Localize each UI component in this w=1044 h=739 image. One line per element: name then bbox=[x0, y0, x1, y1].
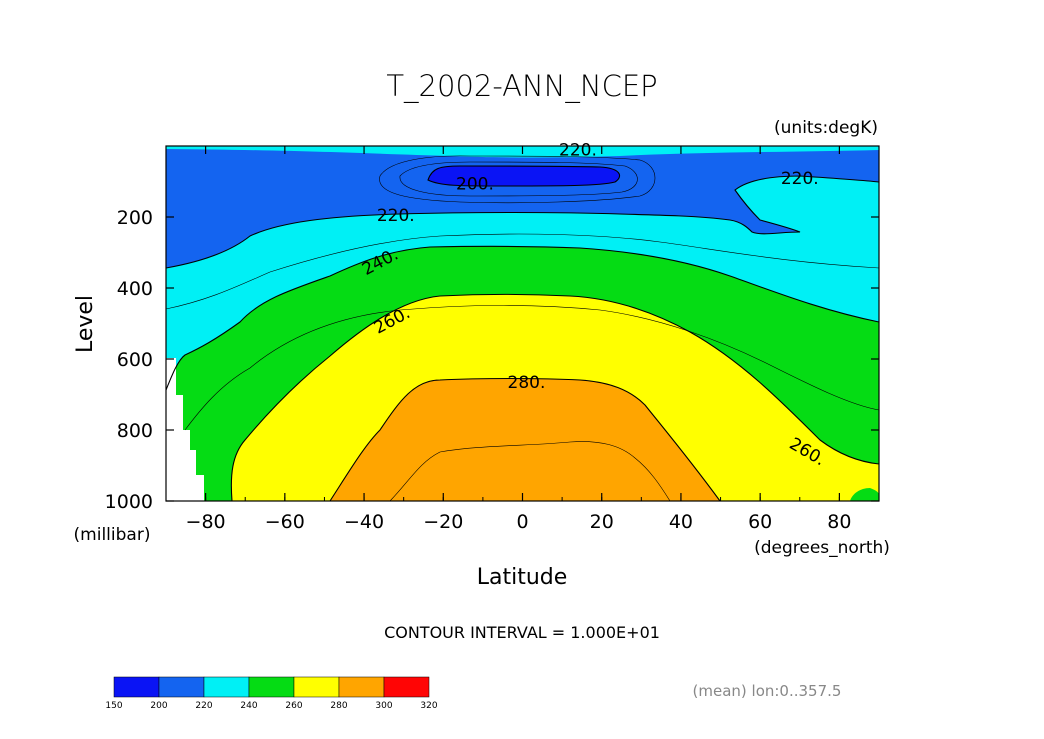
x-tick-label: 60 bbox=[748, 511, 772, 533]
colorbar-label: 240 bbox=[240, 701, 257, 711]
y-tick-label: 800 bbox=[117, 420, 153, 442]
colorbar-swatch bbox=[248, 676, 295, 698]
colorbar-label: 300 bbox=[375, 701, 392, 711]
colorbar-label: 220 bbox=[195, 701, 212, 711]
y-tick-label: 400 bbox=[117, 278, 153, 300]
contour-fill bbox=[166, 146, 879, 501]
x-tick-label: −80 bbox=[186, 511, 226, 533]
colorbar-swatch bbox=[203, 676, 250, 698]
x-tick-label: 0 bbox=[516, 511, 528, 533]
x-tick-label: 20 bbox=[590, 511, 614, 533]
colorbar-label: 260 bbox=[285, 701, 302, 711]
colorbar-label: 200 bbox=[150, 701, 167, 711]
colorbar-swatch bbox=[113, 676, 160, 698]
x-tick-label: −20 bbox=[423, 511, 463, 533]
y-tick-label: 1000 bbox=[105, 491, 153, 513]
chart-title: T_2002-ANN_NCEP bbox=[386, 69, 657, 104]
band-280-300 bbox=[330, 378, 720, 501]
contour-interval-text: CONTOUR INTERVAL = 1.000E+01 bbox=[384, 623, 660, 642]
units-label: (units:degK) bbox=[774, 118, 878, 138]
contour-label: 220. bbox=[781, 169, 819, 189]
contour-label: 220. bbox=[559, 141, 597, 161]
colorbar-label: 280 bbox=[330, 701, 347, 711]
contour-label: 220. bbox=[377, 206, 415, 226]
colorbar: 150 200 220 240 260 280 300 320 bbox=[105, 676, 438, 711]
contour-label: 280. bbox=[508, 373, 546, 393]
missing-data-region bbox=[166, 358, 204, 501]
footnote: (mean) lon:0..357.5 bbox=[693, 682, 842, 700]
band-190-200 bbox=[428, 166, 620, 186]
x-axis: −80 −60 −40 −20 0 20 40 60 80 bbox=[165, 146, 880, 533]
colorbar-label: 150 bbox=[105, 701, 122, 711]
x-tick-label: 80 bbox=[827, 511, 851, 533]
colorbar-label: 320 bbox=[420, 701, 437, 711]
band-240-260-patch bbox=[850, 488, 879, 501]
colorbar-swatch bbox=[383, 676, 430, 698]
x-axis-title: Latitude bbox=[477, 565, 568, 590]
colorbar-swatch bbox=[338, 676, 385, 698]
x-tick-label: −40 bbox=[344, 511, 384, 533]
contour-label: 200. bbox=[456, 174, 494, 194]
x-units-label: (degrees_north) bbox=[754, 538, 890, 558]
y-tick-label: 200 bbox=[117, 207, 153, 229]
y-axis: 200 400 600 800 1000 bbox=[105, 207, 879, 513]
y-tick-label: 600 bbox=[117, 349, 153, 371]
y-units-label: (millibar) bbox=[74, 525, 151, 545]
colorbar-swatch bbox=[158, 676, 205, 698]
colorbar-swatch bbox=[293, 676, 340, 698]
y-axis-title: Level bbox=[73, 295, 98, 353]
x-tick-label: 40 bbox=[669, 511, 693, 533]
x-tick-label: −60 bbox=[265, 511, 305, 533]
